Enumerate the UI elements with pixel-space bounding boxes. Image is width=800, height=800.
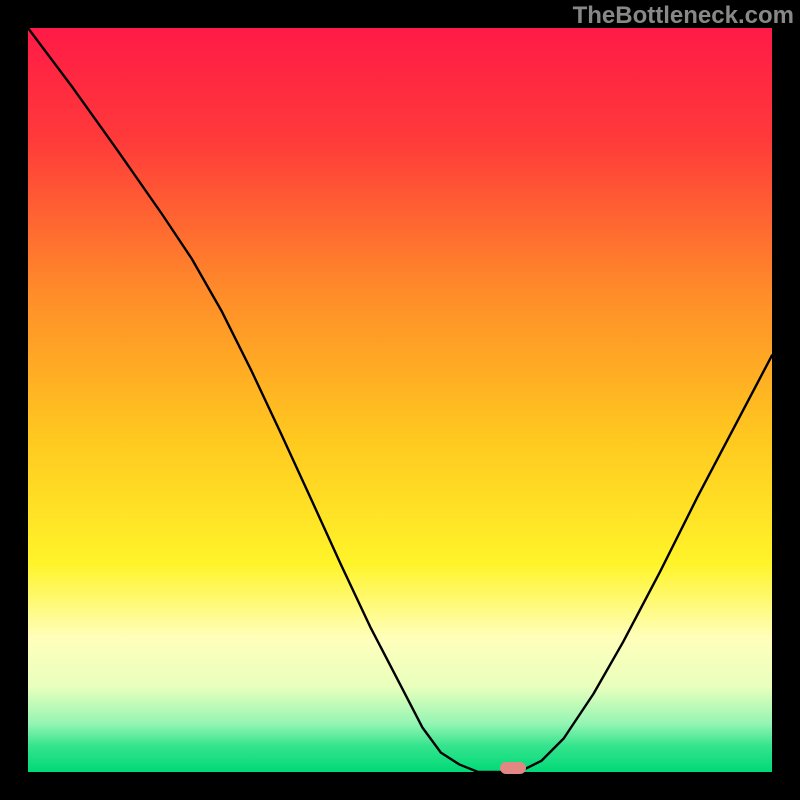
- optimal-point-marker: [500, 762, 526, 774]
- watermark-text: TheBottleneck.com: [567, 0, 800, 32]
- bottleneck-chart: [28, 28, 772, 772]
